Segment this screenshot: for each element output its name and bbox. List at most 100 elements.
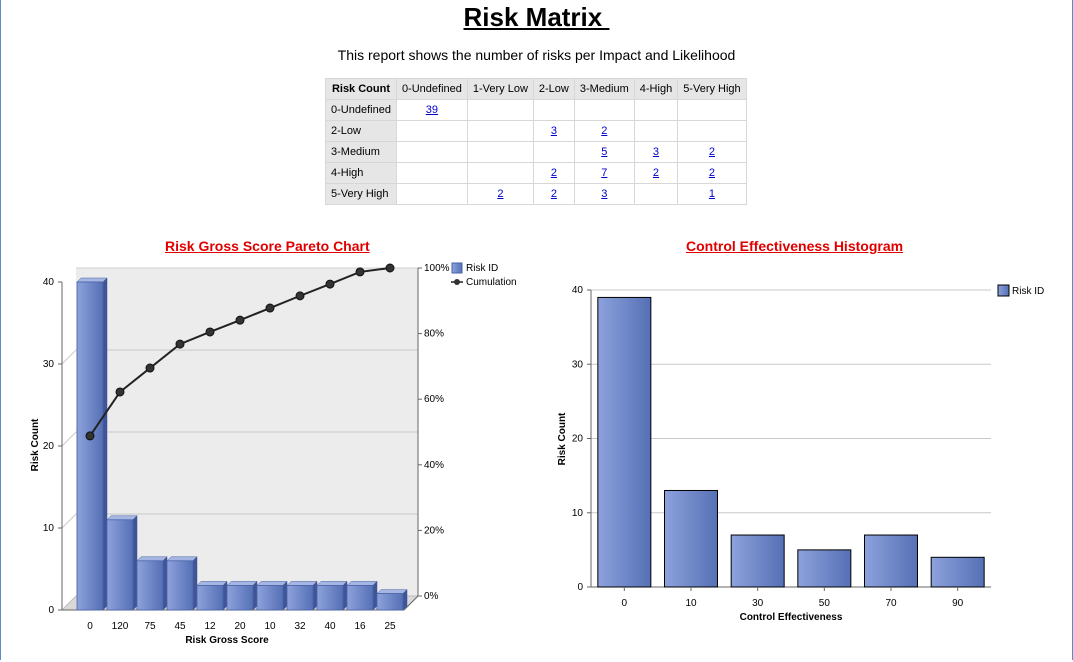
legend-label: Risk ID: [466, 263, 498, 274]
x-tick-label: 16: [354, 621, 366, 632]
bar: [930, 556, 985, 588]
matrix-cell: [573, 99, 635, 121]
matrix-column-header: 0-Undefined: [395, 78, 468, 100]
matrix-cell: 2: [532, 162, 575, 184]
cumulation-point: [235, 315, 245, 325]
bar-top: [376, 589, 408, 594]
gridline: [61, 431, 77, 447]
bar-side: [222, 580, 228, 611]
matrix-cell: 1: [677, 183, 747, 205]
x-tick-label: 25: [384, 621, 396, 632]
bar: [166, 560, 194, 611]
bar: [286, 584, 314, 611]
matrix-row: 0-Undefined 39: [325, 99, 747, 121]
matrix-cell: [633, 99, 679, 121]
matrix-count-link[interactable]: 2: [652, 167, 660, 179]
x-tick-label: 50: [819, 598, 831, 609]
x-tick-label: 32: [294, 621, 306, 632]
histogram-chart-title[interactable]: Control Effectiveness Histogram: [686, 238, 904, 254]
y-tick-label: 30: [43, 359, 55, 370]
matrix-count-link[interactable]: 3: [550, 125, 557, 137]
y-tick-label: 40: [43, 277, 55, 288]
y-tick-label: 10: [572, 508, 584, 519]
y2-axis-foot: [403, 595, 419, 611]
cumulation-point: [325, 279, 335, 289]
matrix-cell: 2: [633, 162, 679, 184]
y2-tick-label: 100%: [424, 263, 450, 274]
matrix-count-link[interactable]: 2: [708, 167, 715, 179]
matrix-row: 4-High 2 7 2 2: [325, 162, 747, 184]
cumulation-point: [205, 327, 215, 337]
matrix-cell: 7: [573, 162, 635, 184]
legend-swatch-bar: [451, 262, 463, 274]
matrix-cell: 3: [532, 120, 575, 142]
bar-side: [402, 588, 408, 611]
matrix-header-row: Risk Count 0-Undefined 1-Very Low 2-Low 3-Me…: [325, 78, 747, 100]
cumulation-point: [355, 267, 365, 277]
matrix-cell: [395, 162, 468, 184]
matrix-column-header: 3-Medium: [573, 78, 635, 100]
y-tick-label: 30: [572, 359, 584, 370]
matrix-count-link[interactable]: 3: [601, 188, 608, 200]
matrix-column-header: 5-Very High: [677, 78, 747, 100]
matrix-row-header: 3-Medium: [325, 141, 397, 163]
pareto-chart-title[interactable]: Risk Gross Score Pareto Chart: [165, 238, 370, 254]
matrix-column-header: 4-High: [633, 78, 679, 100]
matrix-row-header: 2-Low: [325, 120, 397, 142]
x-tick-label: 10: [264, 621, 276, 632]
y-tick-label: 20: [43, 441, 55, 452]
bar: [730, 534, 785, 588]
matrix-cell: [633, 183, 679, 205]
matrix-count-link[interactable]: 2: [550, 167, 557, 179]
y-tick-label: 20: [572, 434, 584, 445]
bar: [376, 593, 404, 611]
matrix-cell: 2: [677, 141, 747, 163]
matrix-cell: [395, 141, 468, 163]
matrix-count-link[interactable]: 2: [708, 146, 715, 158]
bar-top: [346, 581, 378, 586]
matrix-cell: [466, 99, 534, 121]
bar-top: [76, 277, 108, 283]
matrix-row-header: 5-Very High: [325, 183, 397, 205]
x-axis-title: Risk Gross Score: [185, 635, 269, 646]
bar-side: [102, 277, 108, 611]
matrix-count-link[interactable]: 5: [601, 146, 608, 158]
bar-side: [312, 580, 318, 611]
bar: [664, 489, 718, 588]
bar-side: [372, 580, 378, 611]
x-tick-label: 90: [952, 598, 964, 609]
matrix-count-link[interactable]: 39: [425, 104, 439, 116]
matrix-count-link[interactable]: 2: [550, 188, 557, 200]
matrix-count-link[interactable]: 3: [652, 146, 660, 158]
gridline: [61, 513, 77, 529]
x-tick-label: 10: [685, 598, 697, 609]
y2-tick-label: 60%: [424, 394, 444, 405]
matrix-count-link[interactable]: 2: [601, 125, 608, 137]
matrix-cell: [466, 162, 534, 184]
page-subtitle: This report shows the number of risks pe…: [337, 47, 736, 63]
matrix-column-header: 1-Very Low: [466, 78, 534, 100]
plot-wall: [62, 268, 418, 610]
x-tick-label: 70: [885, 598, 897, 609]
matrix-cell: [633, 120, 679, 142]
matrix-cell: 3: [573, 183, 635, 205]
matrix-cell: 2: [677, 162, 747, 184]
bar-side: [132, 515, 138, 611]
cumulation-point: [115, 387, 125, 397]
bar-top: [316, 581, 348, 586]
y-tick-label: 10: [43, 523, 55, 534]
matrix-count-link[interactable]: 7: [601, 167, 608, 179]
matrix-column-header: 2-Low: [532, 78, 575, 100]
histogram-chart: 0 10 20 30 40 0 10 30 50 70 90 Control Effectivenes…: [557, 284, 1044, 623]
matrix-count-link[interactable]: 1: [708, 188, 715, 200]
matrix-cell: [395, 120, 468, 142]
matrix-cell: 2: [466, 183, 534, 205]
matrix-cell: 2: [532, 183, 575, 205]
matrix-count-link[interactable]: 2: [497, 188, 504, 200]
x-tick-label: 30: [752, 598, 764, 609]
bar: [316, 584, 344, 611]
bar-side: [162, 556, 168, 611]
matrix-cell: 39: [395, 99, 468, 121]
cumulation-point: [85, 431, 95, 441]
legend-swatch-point: [454, 279, 460, 285]
